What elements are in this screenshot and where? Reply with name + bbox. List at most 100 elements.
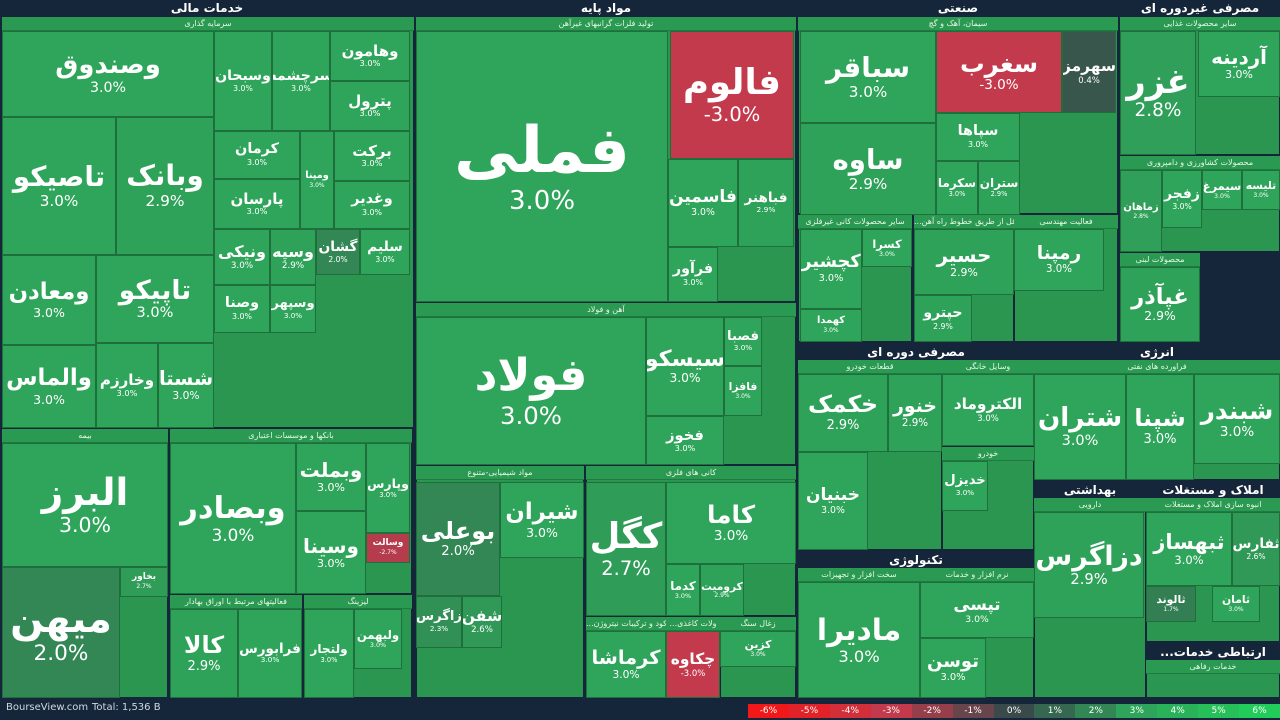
- sector-title: مواد پایه: [416, 0, 796, 16]
- stock-tile[interactable]: شپنا 3.0%: [1126, 374, 1194, 480]
- stock-tile[interactable]: ساوه 2.9%: [800, 123, 936, 215]
- stock-tile[interactable]: وصنا 3.0%: [214, 285, 270, 333]
- stock-tile[interactable]: ولتجار 3.0%: [304, 609, 354, 698]
- stock-tile[interactable]: پترول 3.0%: [330, 81, 410, 131]
- stock-tile[interactable]: حپترو 2.9%: [914, 295, 972, 342]
- stock-tile[interactable]: وخارزم 3.0%: [96, 343, 158, 428]
- stock-tile[interactable]: پارسان 3.0%: [214, 179, 300, 229]
- stock-tile[interactable]: فاسمین 3.0%: [668, 159, 738, 247]
- stock-tile[interactable]: ستران 2.9%: [978, 161, 1020, 215]
- stock-tile[interactable]: سهرمز 0.4%: [1062, 31, 1116, 113]
- stock-tile[interactable]: تاصیکو 3.0%: [2, 117, 116, 255]
- stock-tile[interactable]: وسینا 3.0%: [296, 511, 366, 594]
- stock-change: 3.0%: [291, 84, 311, 94]
- stock-tile[interactable]: ومعادن 3.0%: [2, 255, 96, 345]
- stock-tile[interactable]: شتران 3.0%: [1034, 374, 1126, 480]
- stock-tile[interactable]: سیمرغ 3.0%: [1202, 170, 1242, 210]
- stock-tile[interactable]: خبنیان 3.0%: [798, 452, 868, 550]
- stock-tile[interactable]: البرز 3.0%: [2, 443, 168, 567]
- stock-tile[interactable]: غزر 2.8%: [1120, 31, 1196, 155]
- stock-tile[interactable]: توسن 3.0%: [920, 638, 986, 698]
- stock-tile[interactable]: وبانک 2.9%: [116, 117, 214, 255]
- stock-tile[interactable]: سغرب -3.0%: [936, 31, 1062, 113]
- stock-tile[interactable]: وپارس 3.0%: [366, 443, 410, 533]
- stock-tile[interactable]: کچشیر 3.0%: [800, 229, 862, 309]
- stock-tile[interactable]: ولبهمن 3.0%: [354, 609, 402, 669]
- stock-tile[interactable]: کسرا 3.0%: [862, 229, 912, 267]
- stock-tile[interactable]: زاگرس 2.3%: [416, 596, 462, 648]
- stock-tile[interactable]: شبندر 3.0%: [1194, 374, 1280, 464]
- stock-tile[interactable]: ونیکی 3.0%: [214, 229, 270, 285]
- stock-tile[interactable]: وبملت 3.0%: [296, 443, 366, 511]
- stock-tile[interactable]: غپآذر 2.9%: [1120, 267, 1200, 342]
- stock-tile[interactable]: برکت 3.0%: [334, 131, 410, 181]
- stock-tile[interactable]: کالا 2.9%: [170, 609, 238, 698]
- stock-tile[interactable]: فالوم -3.0%: [670, 31, 794, 159]
- stock-tile[interactable]: ثامان 3.0%: [1212, 586, 1260, 622]
- stock-tile[interactable]: ثبهساز 3.0%: [1146, 512, 1232, 586]
- stock-tile[interactable]: وسبحان 3.0%: [214, 31, 272, 131]
- stock-tile[interactable]: سیسکو 3.0%: [646, 317, 724, 416]
- stock-symbol: خبنیان: [806, 485, 860, 506]
- stock-tile[interactable]: میهن 2.0%: [2, 567, 120, 698]
- stock-tile[interactable]: سباقر 3.0%: [800, 31, 936, 123]
- stock-tile[interactable]: الکتروماد 3.0%: [942, 374, 1034, 446]
- stock-symbol: کسرا: [872, 236, 902, 251]
- stock-tile[interactable]: وسالت -2.7%: [366, 533, 410, 563]
- stock-tile[interactable]: وسپه 2.9%: [270, 229, 316, 285]
- stock-tile[interactable]: وبصادر 3.0%: [170, 443, 296, 594]
- stock-tile[interactable]: فافزا 3.0%: [724, 366, 762, 416]
- stock-tile[interactable]: تپسی 3.0%: [920, 582, 1034, 638]
- stock-tile[interactable]: فملی 3.0%: [416, 31, 668, 302]
- stock-tile[interactable]: شیران 3.0%: [500, 482, 584, 558]
- stock-tile[interactable]: کدما 3.0%: [666, 564, 700, 616]
- stock-tile[interactable]: تاپیکو 3.0%: [96, 255, 214, 343]
- stock-tile[interactable]: شستا 3.0%: [158, 343, 214, 428]
- stock-tile[interactable]: کهمدا 3.0%: [800, 309, 862, 342]
- sector-title: مصرفی غیردوره ای: [1120, 0, 1280, 16]
- stock-tile[interactable]: کرماشا 3.0%: [586, 631, 666, 698]
- stock-tile[interactable]: زماهان 2.8%: [1120, 170, 1162, 252]
- stock-tile[interactable]: تلیسه 3.0%: [1242, 170, 1280, 210]
- stock-tile[interactable]: وهامون 3.0%: [330, 31, 410, 81]
- stock-tile[interactable]: کگل 2.7%: [586, 482, 666, 616]
- stock-tile[interactable]: فرآور 3.0%: [668, 247, 718, 302]
- stock-tile[interactable]: ثفارس 2.6%: [1232, 512, 1280, 586]
- stock-tile[interactable]: وصندوق 3.0%: [2, 31, 214, 117]
- stock-tile[interactable]: گشان 2.0%: [316, 229, 360, 275]
- brand[interactable]: BourseView.com: [6, 702, 89, 713]
- stock-tile[interactable]: وغدیر 3.0%: [334, 181, 410, 229]
- stock-tile[interactable]: کرومیت 2.9%: [700, 564, 744, 616]
- stock-tile[interactable]: مادیرا 3.0%: [798, 582, 920, 698]
- stock-symbol: ونیکی: [218, 241, 266, 261]
- stock-tile[interactable]: خنور 2.9%: [888, 374, 942, 452]
- stock-tile[interactable]: آردینه 3.0%: [1198, 31, 1280, 97]
- stock-tile[interactable]: بوعلی 2.0%: [416, 482, 500, 596]
- stock-tile[interactable]: چکاوه -3.0%: [666, 631, 720, 698]
- stock-tile[interactable]: کرمان 3.0%: [214, 131, 300, 179]
- stock-tile[interactable]: کزین 3.0%: [720, 631, 796, 667]
- stock-tile[interactable]: ثالوند 1.7%: [1146, 586, 1196, 622]
- stock-tile[interactable]: بخاور 2.7%: [120, 567, 168, 597]
- stock-tile[interactable]: فصبا 3.0%: [724, 317, 762, 366]
- stock-tile[interactable]: دزاگرس 2.9%: [1034, 512, 1144, 618]
- stock-tile[interactable]: فولاد 3.0%: [416, 317, 646, 465]
- stock-symbol: پترول: [348, 91, 392, 110]
- stock-tile[interactable]: سرچشمه3.0%: [272, 31, 330, 131]
- stock-tile[interactable]: خدیزل 3.0%: [942, 461, 988, 511]
- stock-tile[interactable]: خکمک 2.9%: [798, 374, 888, 452]
- stock-tile[interactable]: والماس 3.0%: [2, 345, 96, 428]
- stock-tile[interactable]: سپاها 3.0%: [936, 113, 1020, 161]
- stock-tile[interactable]: سلیم 3.0%: [360, 229, 410, 275]
- stock-tile[interactable]: وسپهر 3.0%: [270, 285, 316, 333]
- stock-tile[interactable]: حسیر 2.9%: [914, 229, 1014, 295]
- stock-tile[interactable]: فخوز 3.0%: [646, 416, 724, 465]
- stock-tile[interactable]: زفجر 3.0%: [1162, 170, 1202, 228]
- stock-tile[interactable]: ومپنا 3.0%: [300, 131, 334, 229]
- stock-tile[interactable]: کاما 3.0%: [666, 482, 796, 564]
- stock-tile[interactable]: رمپنا 3.0%: [1014, 229, 1104, 291]
- stock-tile[interactable]: فرابورس 3.0%: [238, 609, 302, 698]
- stock-tile[interactable]: شفن 2.6%: [462, 596, 502, 648]
- stock-tile[interactable]: سکرما 3.0%: [936, 161, 978, 215]
- stock-tile[interactable]: فباهنر 2.9%: [738, 159, 794, 247]
